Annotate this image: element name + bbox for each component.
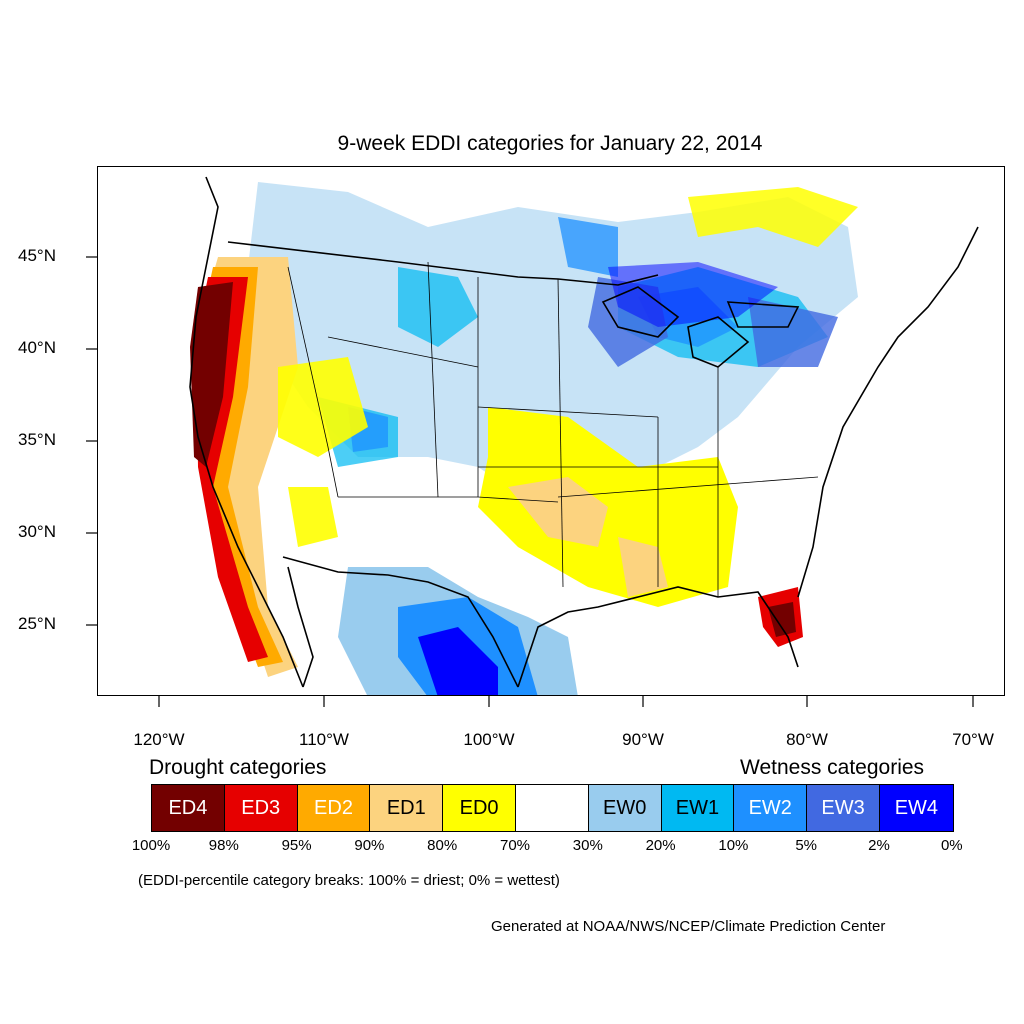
legend-swatch-ed4: ED4 — [152, 785, 225, 831]
legend-swatch-ed2: ED2 — [297, 785, 371, 831]
lon-label-110: 110°W — [299, 730, 349, 749]
lat-label-40: 40°N — [18, 338, 56, 357]
lat-label-25: 25°N — [18, 614, 56, 633]
legend-note: (EDDI-percentile category breaks: 100% =… — [138, 872, 560, 889]
lon-label-70: 70°W — [952, 730, 994, 749]
break-label: 30% — [572, 837, 603, 854]
legend-swatch-ew4: EW4 — [879, 785, 953, 831]
break-label: 98% — [208, 837, 239, 854]
break-label: 10% — [718, 837, 749, 854]
east-coast — [797, 226, 979, 598]
break-label: 0% — [940, 837, 963, 854]
break-label: 95% — [281, 837, 312, 854]
lon-label-80: 80°W — [786, 730, 828, 749]
lon-label-120: 120°W — [133, 730, 185, 749]
basin-ed0 — [278, 357, 368, 547]
break-label: 2% — [868, 837, 890, 854]
lat-label-45: 45°N — [18, 246, 56, 265]
legend-swatch-ew3: EW3 — [807, 785, 880, 831]
map-title: 9-week EDDI categories for January 22, 2… — [337, 132, 763, 155]
legend-swatch-ed3: ED3 — [224, 785, 298, 831]
break-label: 90% — [354, 837, 385, 854]
legend-swatch-ew2: EW2 — [734, 785, 808, 831]
baja — [287, 566, 314, 688]
credit-line: Generated at NOAA/NWS/NCEP/Climate Predi… — [491, 918, 886, 935]
legend-color-bar: ED4 ED3 ED2 ED1 ED0 EW0 EW1 EW2 EW3 EW4 — [151, 784, 954, 832]
great-lakes — [601, 286, 800, 368]
map-panel — [97, 166, 1005, 696]
gulf-wet-deep — [418, 627, 498, 695]
eddi-map — [189, 176, 979, 695]
lon-label-100: 100°W — [463, 730, 515, 749]
legend-swatch-neutral — [515, 785, 589, 831]
legend-swatch-ew1: EW1 — [661, 785, 735, 831]
drought-heading: Drought categories — [149, 756, 327, 779]
break-label: 80% — [427, 837, 458, 854]
lat-label-30: 30°N — [18, 522, 56, 541]
ew0-region — [248, 182, 858, 507]
lakes-wet — [608, 262, 778, 327]
legend-swatch-ed0: ED0 — [443, 785, 516, 831]
break-label: 5% — [795, 837, 818, 854]
category-shading — [190, 182, 858, 695]
wetness-heading: Wetness categories — [740, 756, 925, 779]
legend-swatch-ew0: EW0 — [588, 785, 662, 831]
break-label: 100% — [131, 837, 171, 854]
lon-label-90: 90°W — [622, 730, 664, 749]
boundaries — [189, 176, 979, 688]
west-ed4 — [190, 282, 233, 467]
ed1-region — [508, 477, 668, 597]
mexico-border — [282, 556, 519, 688]
break-label: 20% — [645, 837, 676, 854]
florida-ed4 — [768, 602, 796, 637]
canada-border — [227, 241, 659, 286]
state-lines — [287, 261, 819, 597]
break-label: 70% — [499, 837, 531, 854]
gulf-coast — [517, 586, 799, 688]
legend-swatch-ed1: ED1 — [370, 785, 444, 831]
northeast-ed0 — [688, 187, 858, 247]
west-coast — [189, 176, 304, 688]
lat-label-35: 35°N — [18, 430, 56, 449]
